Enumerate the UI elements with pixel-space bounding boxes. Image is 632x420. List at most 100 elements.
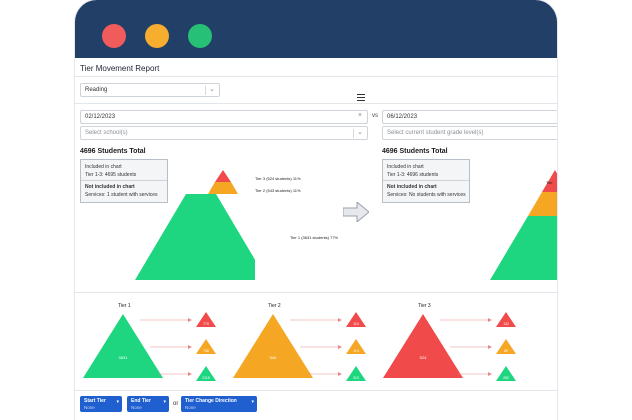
movement-target-value: 313 — [353, 376, 359, 380]
school-select[interactable]: Select school(s) ⌄ — [80, 126, 368, 140]
left-students-total: 4696 Students Total — [80, 148, 146, 155]
left-legend-box: Included in chart Tier 1-3: 4695 student… — [80, 159, 168, 203]
maximize-window-button[interactable] — [188, 24, 212, 48]
vs-label: vs — [372, 113, 378, 119]
pyramid-tier3-segment[interactable] — [542, 170, 557, 192]
movement-target-value: 736 — [203, 349, 209, 353]
end-date-field[interactable]: 06/12/2023 — [382, 110, 557, 124]
legend-included-title: Included in chart — [85, 164, 122, 170]
movement-target-value: 2115 — [202, 376, 210, 380]
movement-target-triangle[interactable] — [196, 312, 216, 327]
pyramid-tier1-segment[interactable] — [490, 216, 557, 280]
end-tier-label: End Tier — [131, 398, 151, 404]
pyramid-tier1-segment[interactable] — [135, 194, 255, 280]
movement-source-triangle[interactable] — [83, 314, 163, 378]
movement-arrow-head — [188, 318, 192, 322]
close-window-button[interactable] — [102, 24, 126, 48]
movement-arrow-head — [338, 318, 342, 322]
legend-excluded-detail: Services: 1 student with services — [85, 192, 158, 198]
hamburger-menu-icon[interactable] — [357, 94, 365, 103]
movement-target-triangle[interactable] — [196, 339, 216, 354]
subject-select[interactable]: Reading ⌄ — [80, 83, 220, 97]
right-students-total: 4696 Students Total — [382, 148, 448, 155]
movement-arrow-head — [338, 372, 342, 376]
movement-target-value: 110 — [353, 322, 359, 326]
movement-source-value: 3631 — [119, 355, 129, 360]
movement-arrow-head — [188, 372, 192, 376]
legend-divider — [383, 180, 469, 181]
start-tier-filter-button[interactable]: Start Tier None ▾ — [80, 396, 122, 412]
start-date-field[interactable]: 02/12/2023 × — [80, 110, 368, 124]
movement-target-triangle[interactable] — [496, 312, 516, 327]
pyramid-tier3-label: Tier 3 (524 students) 11% — [255, 176, 301, 181]
end-tier-value: None — [131, 405, 142, 410]
movement-tier-title: Tier 2 — [268, 303, 281, 309]
window-titlebar — [75, 0, 557, 58]
chevron-down-icon: ▾ — [116, 399, 119, 405]
movement-arrow-head — [338, 345, 342, 349]
chevron-down-icon: ▾ — [163, 399, 166, 405]
movement-source-triangle[interactable] — [233, 314, 313, 378]
chevron-down-icon: ⌄ — [357, 129, 363, 136]
movement-target-value: 114 — [353, 349, 359, 353]
right-legend-box: Included in chart Tier 1-3: 4696 student… — [382, 159, 470, 203]
app-window: Tier Movement Report Reading ⌄ 02/12/202… — [75, 0, 557, 420]
movement-arrow-head — [488, 345, 492, 349]
movement-tier-graphic: 540 110 114 313 — [233, 312, 366, 381]
movement-target-triangle[interactable] — [346, 339, 366, 354]
movement-target-triangle[interactable] — [346, 312, 366, 327]
divider — [75, 390, 557, 391]
page-title: Tier Movement Report — [80, 64, 160, 73]
compare-arrow-icon — [343, 202, 369, 222]
minimize-window-button[interactable] — [145, 24, 169, 48]
end-tier-filter-button[interactable]: End Tier None ▾ — [127, 396, 169, 412]
pyramid-tier3-label: Tier — [546, 180, 553, 185]
left-tier-pyramid — [135, 170, 255, 280]
divider — [75, 103, 557, 104]
movement-source-value: 540 — [270, 355, 277, 360]
legend-included-detail: Tier 1-3: 4696 students — [387, 172, 439, 178]
divider — [75, 76, 557, 77]
tier-change-label: Tier Change Direction — [185, 398, 237, 404]
right-tier-pyramid — [490, 170, 557, 280]
clear-icon[interactable]: × — [357, 112, 362, 119]
legend-included-title: Included in chart — [387, 164, 424, 170]
movement-target-value: 282 — [503, 376, 509, 380]
pyramid-tier1-label: Tier 1 (3631 students) 77% — [290, 235, 339, 240]
legend-excluded-title: Not included in chart — [85, 184, 135, 190]
movement-arrow-head — [488, 372, 492, 376]
tier-change-direction-button[interactable]: Tier Change Direction None ▾ — [181, 396, 257, 412]
movement-target-triangle[interactable] — [496, 366, 516, 381]
chevron-down-icon: ▾ — [251, 399, 254, 405]
movement-target-triangle[interactable] — [196, 366, 216, 381]
end-date-value: 06/12/2023 — [387, 114, 418, 120]
movement-target-value: 80 — [504, 349, 508, 353]
movement-target-triangle[interactable] — [496, 339, 516, 354]
chevron-down-icon: ⌄ — [209, 86, 215, 93]
pyramid-tier2-label: Tier 2 (543 students) 11% — [255, 188, 301, 193]
movement-target-value: 132 — [503, 322, 509, 326]
movement-tier-graphic: 3631 770 736 2115 — [83, 312, 216, 381]
legend-included-detail: Tier 1-3: 4695 students — [85, 172, 137, 178]
movement-arrow-head — [188, 345, 192, 349]
movement-tier-title: Tier 3 — [418, 303, 431, 309]
movement-target-value: 770 — [203, 322, 209, 326]
start-tier-value: None — [84, 405, 95, 410]
pyramid-tier2-segment[interactable] — [528, 192, 557, 216]
subject-select-value: Reading — [85, 87, 108, 93]
pyramid-tier2-segment[interactable] — [208, 182, 238, 194]
select-separator — [205, 86, 206, 95]
movement-source-value: 524 — [420, 355, 427, 360]
or-label: or — [173, 401, 179, 407]
legend-divider — [81, 180, 167, 181]
start-date-value: 02/12/2023 — [85, 114, 116, 120]
movement-target-triangle[interactable] — [346, 366, 366, 381]
grade-select[interactable]: Select current student grade level(s) — [382, 126, 557, 140]
legend-excluded-title: Not included in chart — [387, 184, 437, 190]
legend-excluded-detail: Services: No students with services — [387, 192, 466, 198]
divider — [75, 292, 557, 293]
pyramid-tier3-segment[interactable] — [215, 170, 231, 182]
movement-source-triangle[interactable] — [383, 314, 463, 378]
select-separator — [353, 129, 354, 138]
movement-arrow-head — [488, 318, 492, 322]
